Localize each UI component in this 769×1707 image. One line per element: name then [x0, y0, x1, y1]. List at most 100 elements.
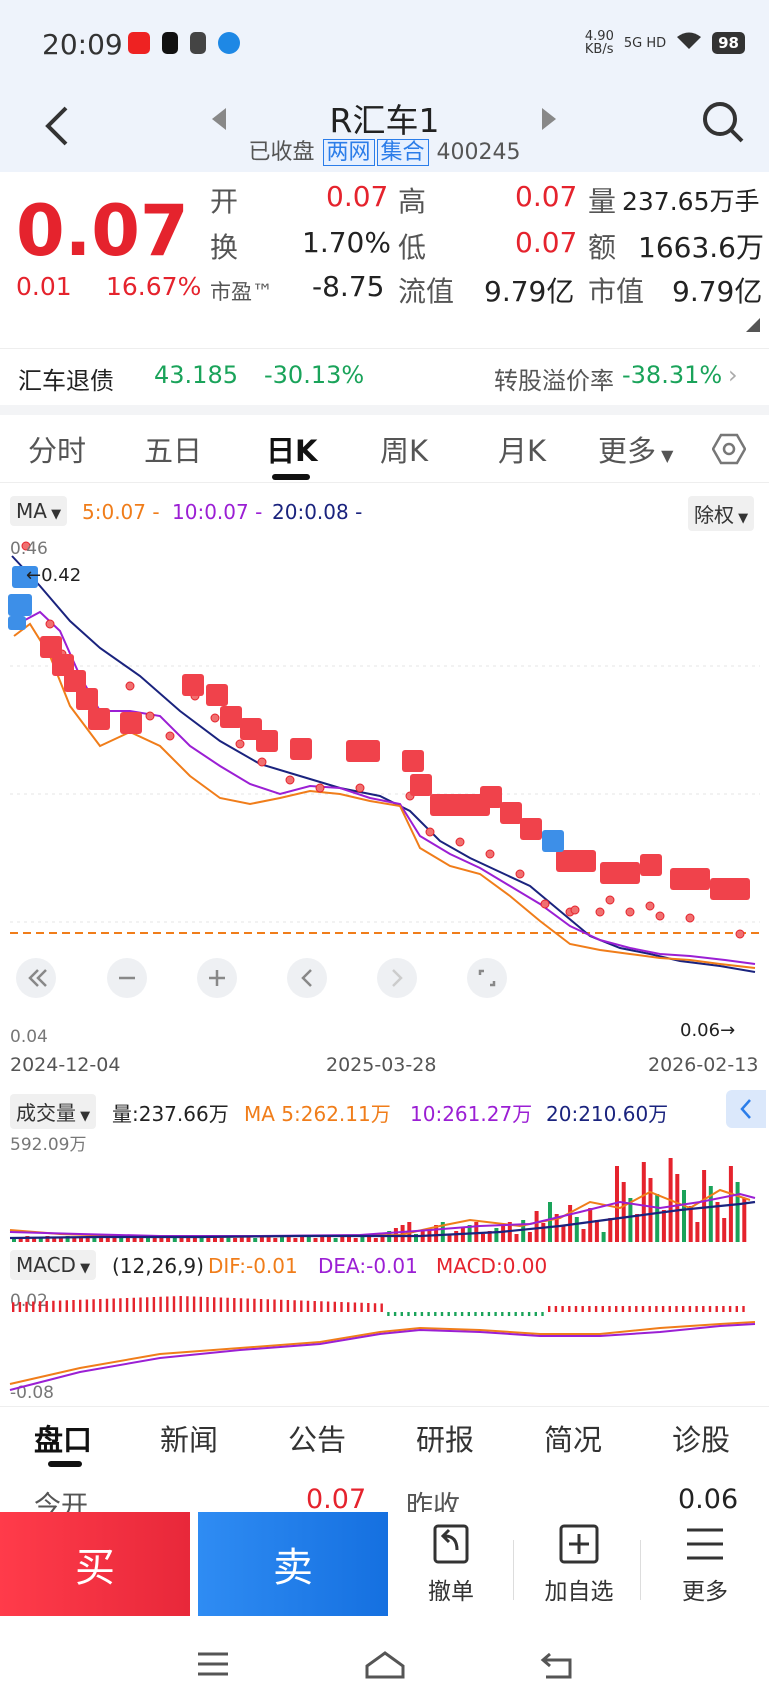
macd-bar: [722, 1306, 725, 1312]
volume-bar: [635, 1214, 640, 1242]
browser-icon: [218, 32, 240, 54]
buy-button[interactable]: 买: [0, 1512, 190, 1616]
macd-bar: [474, 1312, 477, 1316]
candlestick-chart[interactable]: 0.46 ←0.42 0.06→ 0.04: [0, 536, 769, 1048]
fullscreen-button[interactable]: [467, 958, 507, 998]
cancel-order-label: 撤单: [428, 1579, 474, 1605]
rewind-button[interactable]: [16, 958, 56, 998]
back-nav-icon[interactable]: [540, 1650, 576, 1684]
bond-price: 43.185: [154, 361, 238, 389]
menu-nav-icon[interactable]: [196, 1650, 230, 1682]
macd-bar: [494, 1312, 497, 1316]
dropdown-icon: ▼: [734, 511, 749, 526]
premium-value: -38.31%: [622, 361, 723, 389]
collapse-panel-icon[interactable]: [726, 1090, 766, 1128]
indicator-selector[interactable]: 成交量 ▼: [10, 1094, 97, 1129]
tab-weekly-k[interactable]: 周K: [380, 434, 429, 468]
active-tab-indicator: [48, 1461, 82, 1467]
settings-icon[interactable]: [711, 432, 747, 466]
volume-bar: [353, 1238, 358, 1242]
volume-bar: [661, 1210, 666, 1242]
macd-bar: [152, 1297, 156, 1312]
macd-bar: [125, 1298, 129, 1312]
macd-bar: [340, 1302, 343, 1312]
macd-bar: [460, 1312, 464, 1316]
volume-bar: [581, 1229, 586, 1242]
next-stock-icon[interactable]: [542, 108, 556, 130]
volume-bar: [494, 1228, 499, 1242]
zoom-out-button[interactable]: [107, 958, 147, 998]
macd-bar: [427, 1312, 430, 1316]
macd-bar: [213, 1297, 216, 1312]
macd-legend: MACD ▼ (12,26,9) DIF:-0.01 DEA:-0.01 MAC…: [0, 1250, 769, 1286]
macd-chart: 0.02 -0.08: [0, 1286, 769, 1406]
tab-monthly-k[interactable]: 月K: [498, 434, 547, 468]
tab-news[interactable]: 新闻: [160, 1423, 219, 1457]
ma20-value: 20:0.08 -: [272, 500, 363, 524]
tab-profile[interactable]: 简况: [544, 1423, 603, 1457]
macd-bar: [521, 1312, 524, 1316]
stock-header: R汇车1 已收盘 两网 集合 400245: [0, 92, 769, 172]
macd-bar: [467, 1312, 470, 1316]
prev-stock-icon[interactable]: [212, 108, 226, 130]
prev-close-label: 昨收: [406, 1491, 460, 1512]
zoom-in-button[interactable]: [197, 958, 237, 998]
volume-bar: [326, 1236, 331, 1242]
macd-bar: [414, 1312, 417, 1316]
tab-five-day[interactable]: 五日: [144, 434, 203, 468]
high-value: 0.07: [515, 180, 578, 213]
macd-selector[interactable]: MACD ▼: [10, 1250, 97, 1280]
volume-bar: [320, 1237, 325, 1242]
scroll-left-button[interactable]: [287, 958, 327, 998]
volume-bar: [112, 1238, 117, 1242]
app-icon: [128, 32, 150, 54]
volume-bar: [615, 1166, 619, 1242]
bond-row[interactable]: 汇车退债 43.185 -30.13% 转股溢价率 -38.31% ›: [0, 348, 769, 415]
tab-intraday[interactable]: 分时: [28, 434, 87, 468]
adjust-selector[interactable]: 除权 ▼: [688, 496, 755, 531]
volume-bar: [608, 1218, 613, 1242]
macd-bar: [320, 1301, 323, 1312]
macd-bar: [132, 1297, 135, 1312]
volume-bar: [373, 1238, 378, 1242]
scroll-right-button[interactable]: [377, 958, 417, 998]
volume-bar: [648, 1178, 653, 1242]
macd-bar: [440, 1312, 444, 1316]
home-icon[interactable]: [364, 1650, 406, 1684]
tab-quote-detail[interactable]: 盘口: [34, 1423, 93, 1457]
tab-more[interactable]: 更多 ▼: [598, 428, 673, 470]
macd-bar: [166, 1296, 169, 1312]
tab-announcements[interactable]: 公告: [288, 1423, 347, 1457]
tab-daily-k[interactable]: 日K: [266, 434, 318, 468]
macd-bar: [601, 1306, 604, 1312]
tab-research[interactable]: 研报: [416, 1423, 475, 1457]
cancel-order-button[interactable]: 撤单: [396, 1522, 506, 1606]
volume-bar: [735, 1182, 740, 1242]
volume-bar: [460, 1228, 465, 1242]
volume-bar: [45, 1236, 50, 1242]
macd-bar: [581, 1306, 584, 1312]
tab-diagnosis[interactable]: 诊股: [672, 1423, 731, 1457]
dropdown-icon: ▼: [656, 446, 674, 465]
macd-selector-label: MACD: [16, 1253, 76, 1277]
expand-corner-icon[interactable]: [746, 318, 760, 332]
macd-bar: [487, 1312, 491, 1316]
volume-bar: [447, 1234, 452, 1242]
add-watchlist-button[interactable]: 加自选: [524, 1522, 634, 1606]
back-icon[interactable]: [42, 104, 70, 159]
search-icon[interactable]: [701, 100, 744, 143]
volume-bar: [621, 1182, 626, 1242]
macd-bar: [293, 1300, 296, 1312]
more-button[interactable]: 更多: [650, 1522, 760, 1606]
dropdown-icon: ▼: [76, 1109, 91, 1124]
volume-legend: 成交量 ▼ 量:237.66万 MA 5:262.11万 10:261.27万 …: [0, 1090, 769, 1130]
ma-selector[interactable]: MA ▼: [10, 496, 68, 526]
price-change-pct: 16.67%: [106, 272, 202, 301]
status-bar: 20:09 4.90 KB/s 5G HD 98: [0, 0, 769, 92]
volume-bar: [253, 1238, 258, 1242]
sell-button[interactable]: 卖: [198, 1512, 388, 1616]
macd-bar: [280, 1299, 283, 1312]
pe-label: 市盈™: [210, 280, 273, 304]
volume-ma5: MA 5:262.11万: [244, 1102, 391, 1126]
ma10-value: 10:0.07 -: [172, 500, 263, 524]
